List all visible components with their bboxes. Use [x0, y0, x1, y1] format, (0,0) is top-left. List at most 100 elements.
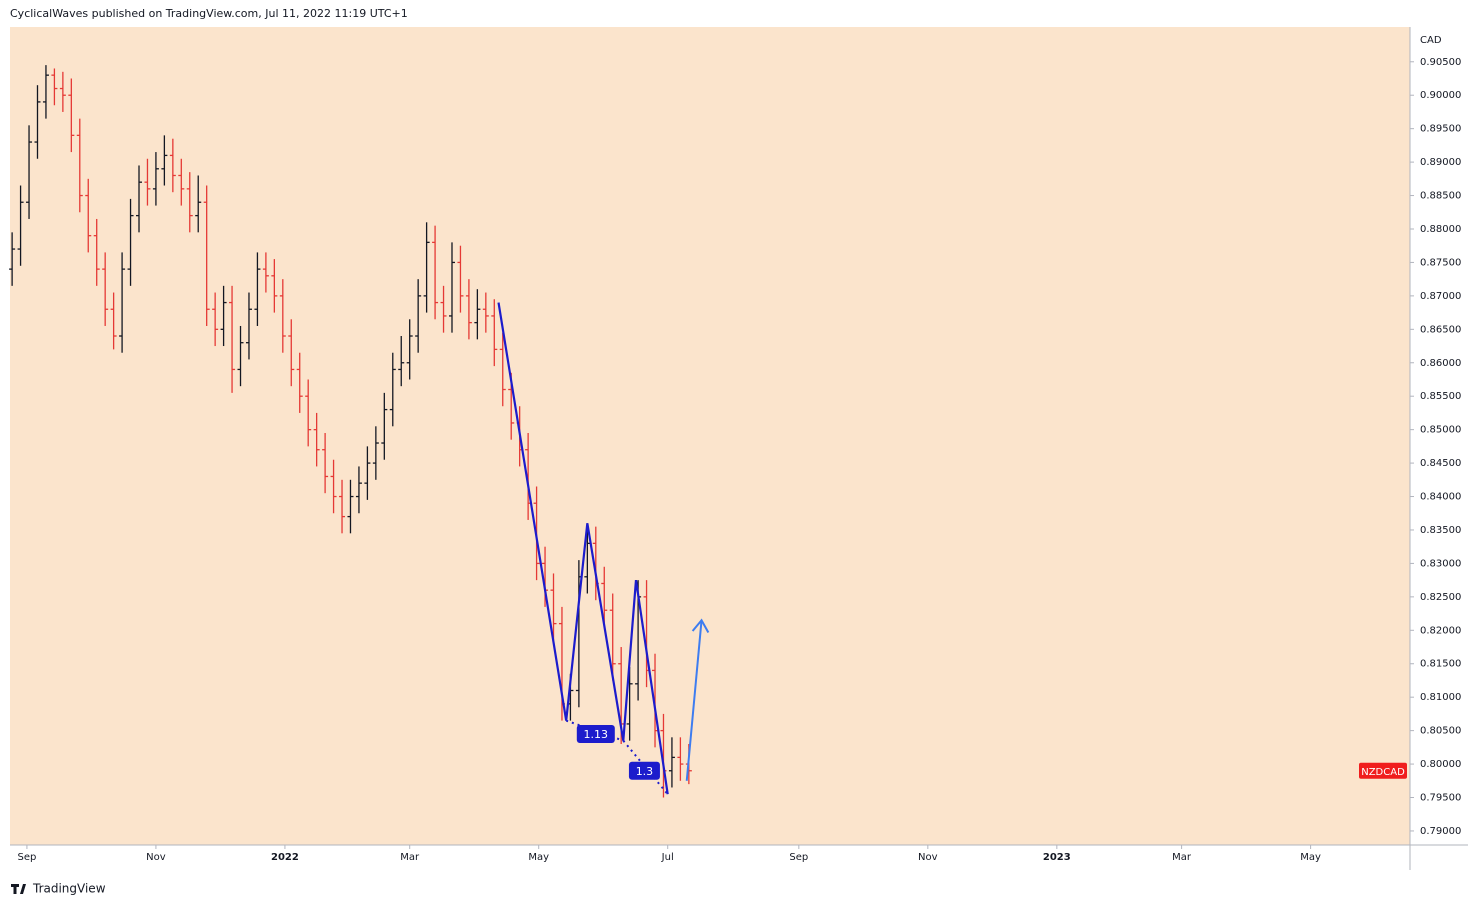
harmonic-pattern — [497, 302, 669, 795]
ohlc-bar — [127, 198, 134, 286]
ohlc-bar — [203, 185, 210, 326]
ohlc-bar — [364, 446, 371, 500]
ohlc-bar — [440, 285, 447, 333]
y-tick-label: 0.87000 — [1420, 291, 1461, 302]
ohlc-bar — [237, 325, 244, 387]
ohlc-bar — [423, 222, 430, 313]
ohlc-bar — [59, 71, 66, 112]
logo: TradingView — [11, 882, 106, 896]
ohlc-bar — [499, 332, 506, 407]
ohlc-bar — [51, 68, 58, 106]
x-tick-label: Nov — [918, 852, 938, 863]
ohlc-bar — [9, 232, 16, 286]
y-tick-label: 0.81500 — [1420, 659, 1461, 670]
ohlc-bar — [550, 573, 557, 641]
ohlc-bar — [330, 459, 337, 514]
ohlc-bar — [288, 319, 295, 387]
plot-area — [10, 27, 1410, 845]
y-tick-label: 0.89000 — [1420, 157, 1461, 168]
y-tick-label: 0.86500 — [1420, 324, 1461, 335]
y-tick-label: 0.86000 — [1420, 358, 1461, 369]
x-tick-label: Jul — [661, 852, 674, 863]
ohlc-bar — [355, 466, 362, 514]
ohlc-bar — [93, 218, 100, 286]
y-tick-label: 0.84500 — [1420, 458, 1461, 469]
ohlc-bar — [279, 279, 286, 353]
y-tick-label: 0.84000 — [1420, 492, 1461, 503]
ohlc-bar — [415, 279, 422, 353]
ohlc-bar — [254, 252, 261, 326]
ohlc-bar — [195, 175, 202, 233]
ohlc-bar — [68, 78, 75, 153]
y-tick-label: 0.82000 — [1420, 625, 1461, 636]
ohlc-bar — [136, 165, 143, 233]
ohlc-bar — [42, 65, 49, 119]
y-tick-label: 0.80000 — [1420, 759, 1461, 770]
ohlc-bar — [482, 292, 489, 333]
ohlc-bar — [432, 225, 439, 320]
ohlc-bar — [296, 352, 303, 413]
forecast-arrow — [685, 620, 703, 781]
ohlc-bar — [119, 252, 126, 353]
x-tick-label: Nov — [146, 852, 166, 863]
ohlc-bar — [229, 285, 236, 393]
x-tick-label: 2022 — [271, 852, 299, 863]
ratio-box — [576, 724, 615, 743]
x-tick-label: May — [528, 852, 549, 863]
y-tick-label: 0.90000 — [1420, 90, 1461, 101]
ohlc-bar — [347, 479, 354, 534]
ohlc-bar — [17, 185, 24, 266]
ohlc-bar — [448, 242, 455, 333]
y-tick-label: 0.80500 — [1420, 726, 1461, 737]
ohlc-bar — [212, 292, 219, 347]
y-tick-label: 0.90500 — [1420, 57, 1461, 68]
ohlc-bar — [161, 135, 168, 186]
ohlc-bar — [110, 292, 117, 350]
header: CyclicalWaves published on TradingView.c… — [10, 7, 408, 20]
footer: TradingView — [32, 882, 106, 896]
ohlc-bar — [186, 172, 193, 233]
ohlc-bar — [169, 138, 176, 193]
ohlc-bar — [398, 336, 405, 387]
ohlc-bar — [178, 158, 185, 206]
ratio-label: 1.13 — [584, 728, 609, 741]
y-tick-label: 0.83500 — [1420, 525, 1461, 536]
ohlc-bar — [465, 279, 472, 340]
y-tick-label: 0.82500 — [1420, 592, 1461, 603]
ohlc-bar — [406, 319, 413, 380]
ohlc-bar — [372, 426, 379, 480]
y-tick-label: 0.87500 — [1420, 257, 1461, 268]
x-tick-label: Mar — [400, 852, 420, 863]
ohlc-bar — [609, 593, 616, 681]
x-tick-label: Sep — [17, 852, 36, 863]
ohlc-bar — [626, 667, 633, 741]
ohlc-bar — [245, 292, 252, 360]
y-tick-label: 0.79500 — [1420, 793, 1461, 804]
ohlc-bar — [381, 392, 388, 460]
ratio-label: 1.3 — [636, 765, 654, 778]
arrow-head — [691, 618, 710, 633]
symbol-tag — [1359, 762, 1407, 779]
ohlc-bar — [76, 118, 83, 213]
ohlc-bar — [491, 299, 498, 367]
y-tick-label: 0.85000 — [1420, 425, 1461, 436]
ohlc-bar — [389, 352, 396, 427]
symbol-label: NZDCAD — [1361, 767, 1405, 778]
x-tick-label: May — [1300, 852, 1321, 863]
ohlc-bar — [457, 245, 464, 313]
ohlc-bar — [677, 737, 684, 781]
y-tick-label: 0.85500 — [1420, 391, 1461, 402]
ohlc-bar — [102, 252, 109, 326]
x-tick-label: Sep — [789, 852, 808, 863]
ratio-box — [628, 761, 660, 780]
ohlc-bar — [313, 412, 320, 467]
x-tick-label: Mar — [1172, 852, 1192, 863]
y-tick-label: 0.88500 — [1420, 191, 1461, 202]
y-tick-label: 0.88000 — [1420, 224, 1461, 235]
ohlc-bar — [34, 85, 41, 159]
ohlc-bar — [144, 158, 151, 206]
ohlc-bar — [474, 289, 481, 340]
ohlc-bar — [262, 252, 269, 293]
ohlc-bar — [152, 152, 159, 206]
